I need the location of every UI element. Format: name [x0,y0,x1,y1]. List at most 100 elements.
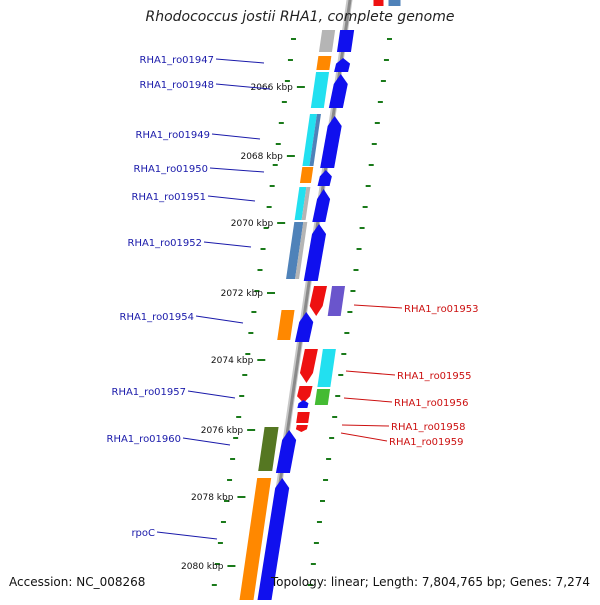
gene-label-right: RHA1_ro01955 [397,371,472,382]
left-guide-tick [214,563,220,565]
gene-block-orange [239,478,272,600]
right-guide-tick [313,542,319,544]
kbp-label: 2068 kbp [240,152,283,162]
gene-arrow-blue [334,58,351,72]
gene-arrow-blue [336,30,355,52]
gene-arrow-red [299,349,318,383]
gene-block-red [296,412,310,423]
gene-label-right: RHA1_ro01953 [404,304,479,315]
kbp-tick-mark [296,86,305,88]
kbp-label: 2066 kbp [250,83,293,93]
right-guide-tick [353,269,359,271]
left-guide-tick [233,437,239,439]
gene-block-steel [309,114,321,166]
accession-text: Accession: NC_008268 [9,575,146,589]
right-guide-tick [350,290,356,292]
right-guide-tick [338,374,344,376]
left-guide-tick [224,500,229,502]
left-guide-tick [242,374,248,376]
gene-leader-line [187,390,236,399]
right-guide-tick [329,437,335,439]
gene-label-left: RHA1_ro01957 [112,387,187,398]
left-guide-tick [287,59,293,61]
right-guide-tick [341,353,347,355]
left-guide-tick [260,248,266,250]
gene-label-left: RHA1_ro01960 [107,434,182,445]
left-guide-tick [257,269,263,271]
right-guide-tick [332,416,338,418]
left-guide-tick [275,143,281,145]
gene-leader-line [345,370,396,376]
left-guide-tick [278,122,284,124]
kbp-label: 2074 kbp [211,356,254,366]
kbp-label: 2070 kbp [231,219,274,229]
left-guide-tick [230,458,236,460]
kbp-label: 2076 kbp [201,426,244,436]
gene-leader-line [215,58,265,64]
left-guide-tick [272,164,278,166]
left-guide-tick [281,101,287,103]
left-guide-tick [284,80,290,82]
right-guide-tick [347,311,353,313]
gene-block-orange [277,310,295,340]
right-guide-tick [344,332,350,334]
gene-arrow-red [309,286,328,316]
gene-label-left: rpoC [131,528,155,539]
gene-leader-line [215,83,271,90]
gene-leader-line [195,315,244,324]
gene-label-left: RHA1_ro01954 [120,312,195,323]
gene-arrow-blue [312,189,331,222]
right-guide-tick [365,185,371,187]
right-guide-tick [323,479,329,481]
left-guide-tick [254,290,260,292]
genome-title: Rhodococcus jostii RHA1, complete genome [145,9,455,25]
gene-block-orange [316,56,332,70]
left-guide-tick [236,416,242,418]
left-guide-tick [227,479,233,481]
gene-leader-line [182,437,231,446]
gene-block-cyan [302,114,317,166]
right-guide-tick [374,122,380,124]
topology-summary: Topology: linear; Length: 7,804,765 bp; … [270,575,590,589]
left-guide-tick [220,521,226,523]
gene-arrow-blue [303,224,327,281]
gene-block-steel [286,222,304,279]
gene-block-cyan [317,349,336,387]
right-guide-tick [335,395,341,397]
gene-label-left: RHA1_ro01947 [140,55,215,66]
left-guide-tick [217,542,223,544]
gene-label-left: RHA1_ro01949 [136,130,211,141]
gene-label-left: RHA1_ro01951 [132,192,207,203]
left-guide-tick [248,332,254,334]
gene-block-gray [318,30,336,52]
gene-block-purple [327,286,346,316]
kbp-label: 2072 kbp [221,289,264,299]
kbp-tick-mark [227,565,236,567]
gene-label-right: RHA1_ro01959 [389,437,464,448]
gene-arrow-red-small [295,425,308,432]
gene-block-olive [258,427,279,471]
kbp-tick-mark [247,429,256,431]
gene-block-green [314,389,331,405]
kbp-label: 2080 kbp [181,562,224,572]
right-guide-tick [362,206,368,208]
gene-leader-line [209,167,265,173]
gene-leader-line [207,195,256,202]
gene-arrow-blue [294,312,314,342]
kbp-tick-mark [277,222,286,224]
right-guide-tick [326,458,332,460]
right-guide-tick [380,80,386,82]
gene-label-right: RHA1_ro01956 [394,398,469,409]
gene-block-cyan [294,187,307,220]
kbp-tick-mark [257,359,266,361]
gene-block-steel [388,0,401,6]
kbp-label: 2078 kbp [191,493,234,503]
gene-block-gray [301,187,311,220]
kbp-tick-mark [286,155,295,157]
gene-label-right: RHA1_ro01958 [391,422,466,433]
right-guide-tick [386,38,392,40]
gene-arrow-blue [320,116,342,168]
gene-leader-line [156,531,218,540]
